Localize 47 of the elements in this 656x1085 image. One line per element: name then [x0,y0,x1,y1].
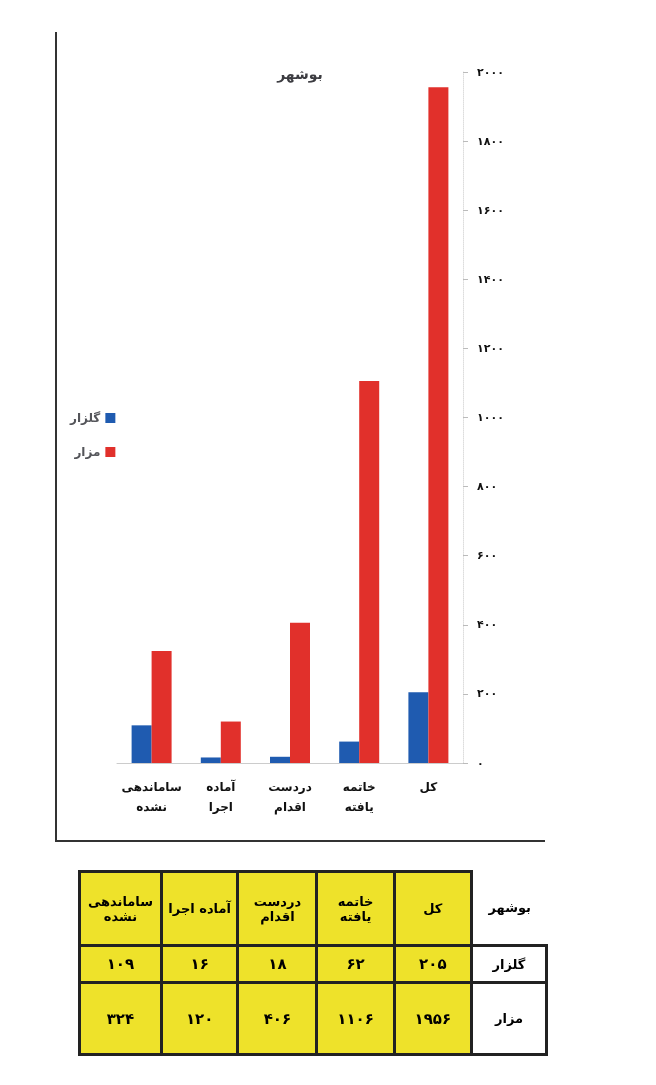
text: مزار [494,1011,524,1026]
y-tick-label: ۰ [477,756,484,770]
category-label: خاتمه یافته [337,893,374,924]
y-tick-label: ۴۰۰ [477,618,498,632]
chart-title: بوشهر [276,66,323,83]
y-tick-label: ۲۰۰ [477,687,498,701]
bar [428,87,449,763]
y-tick-label: ۶۰۰ [477,549,498,563]
text: بوشهر [487,899,532,918]
x-tick-label: ساماندهی نشده [121,780,182,814]
legend-label: مزار [73,445,101,459]
data-label: ۱۸ [237,945,317,983]
x-tick-label: آماده اجرا [206,779,237,814]
x-tick-label: کل [419,780,438,794]
x-tick-label: دردست اقدام [268,780,312,815]
y-tick-label: ۱۶۰۰ [477,203,504,217]
bar [359,380,380,763]
y-tick-label: ۱۲۰۰ [477,341,504,355]
y-tick-label: ۸۰۰ [477,480,498,494]
bar [290,622,310,763]
bar [339,741,360,763]
y-tick-label: ۱۰۰۰ [477,411,504,424]
legend-label: گلزار [68,411,101,425]
category-label: کل [423,901,443,916]
category-label: دردست اقدام [253,893,302,924]
category-label: ساماندهی نشده [87,893,154,924]
bar [270,756,290,763]
data-label: ۱۹۵۶ [394,982,472,1055]
y-tick-label: ۱۸۰۰ [477,134,504,148]
data-label: ۱۰۹ [79,945,162,983]
data-label: ۱۶ [161,945,238,983]
bar [131,725,152,763]
bar [200,757,221,763]
data-label: ۲۰۵ [394,945,472,983]
data-label: ۳۲۴ [79,982,162,1055]
data-label: ۶۲ [316,945,395,983]
y-tick-label: ۲۰۰۰ [477,65,504,79]
bar [408,692,429,763]
category-label: آماده اجرا [168,901,231,916]
bar [220,721,241,763]
x-tick-label: خاتمه یافته [342,780,376,814]
bar [151,651,172,763]
data-label: ۱۱۰۶ [316,982,395,1055]
data-label: ۴۰۶ [237,982,317,1055]
data-label: ۱۲۰ [161,982,238,1055]
text: گلزار [492,956,526,972]
y-tick-label: ۱۴۰۰ [477,272,504,286]
